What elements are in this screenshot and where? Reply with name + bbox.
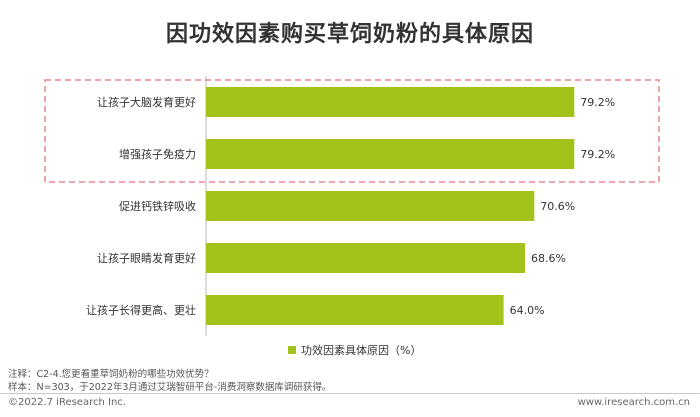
category-label: 增强孩子免疫力 xyxy=(119,147,196,161)
footer-divider xyxy=(0,393,700,394)
value-label: 68.6% xyxy=(531,252,566,265)
chart-title: 因功效因素购买草饲奶粉的具体原因 xyxy=(165,22,534,47)
footer-copyright: ©2022.7 iResearch Inc. xyxy=(8,397,126,408)
bar xyxy=(206,139,575,169)
value-label: 79.2% xyxy=(580,148,615,161)
bar xyxy=(206,191,535,221)
footer-website: www.iresearch.com.cn xyxy=(577,397,690,408)
category-label: 让孩子眼睛发育更好 xyxy=(97,251,196,265)
bar xyxy=(206,87,575,117)
bar xyxy=(206,295,504,325)
footnote-question: 注释：C2-4.您更看重草饲奶粉的哪些功效优势？ xyxy=(8,369,214,380)
legend-label: 功效因素具体原因（%） xyxy=(301,344,422,357)
category-label: 促进钙铁锌吸收 xyxy=(119,199,196,213)
value-label: 70.6% xyxy=(540,200,575,213)
bar xyxy=(206,243,525,273)
legend-swatch xyxy=(288,346,296,354)
chart-legend: 功效因素具体原因（%） xyxy=(288,342,421,358)
category-label: 让孩子大脑发育更好 xyxy=(97,95,196,109)
highlight-box xyxy=(44,79,660,183)
footnote-sample: 样本：N=303，于2022年3月通过艾瑞智研平台-消费洞察数据库调研获得。 xyxy=(8,382,332,393)
value-label: 79.2% xyxy=(580,96,615,109)
value-label: 64.0% xyxy=(510,304,545,317)
category-label: 让孩子长得更高、更壮 xyxy=(86,303,196,317)
bar-chart: 让孩子大脑发育更好 79.2% 增强孩子免疫力 79.2% 促进钙铁锌吸收 70.6% 让孩… xyxy=(44,76,660,336)
